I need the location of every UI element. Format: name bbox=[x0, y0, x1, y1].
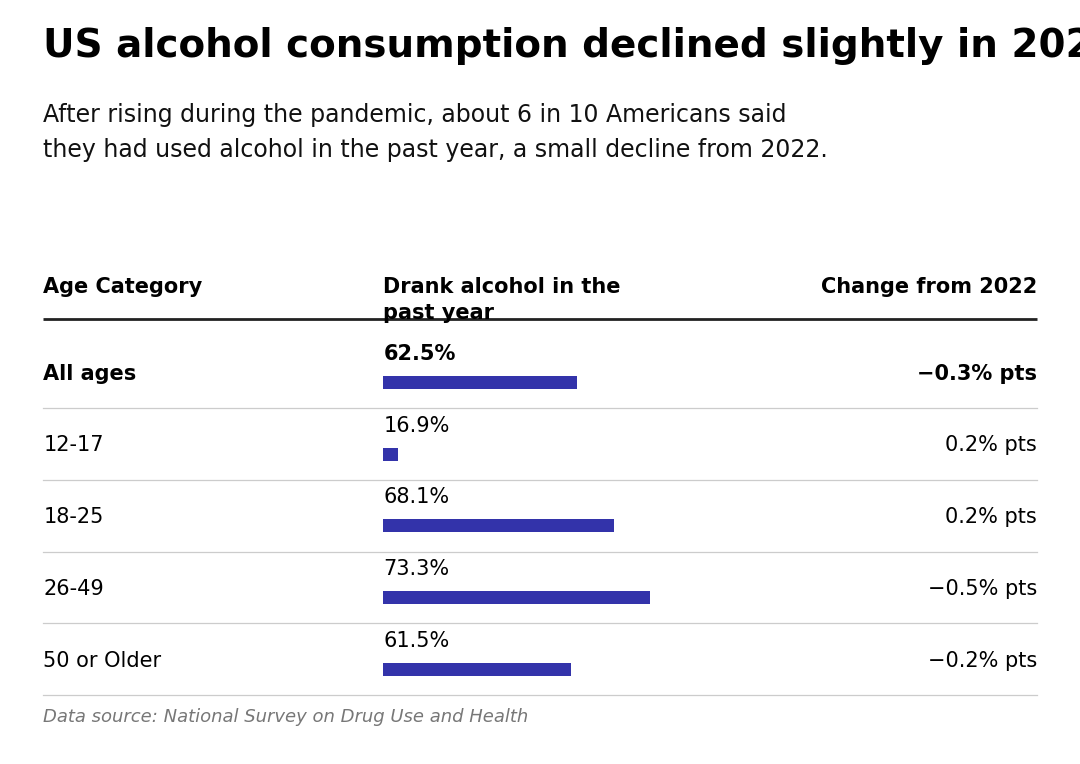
Text: 0.2% pts: 0.2% pts bbox=[945, 507, 1037, 527]
Text: 50 or Older: 50 or Older bbox=[43, 651, 161, 671]
Text: 16.9%: 16.9% bbox=[383, 416, 449, 435]
Text: US alcohol consumption declined slightly in 2023: US alcohol consumption declined slightly… bbox=[43, 27, 1080, 65]
Text: −0.2% pts: −0.2% pts bbox=[928, 651, 1037, 671]
Text: 68.1%: 68.1% bbox=[383, 487, 449, 507]
Text: 61.5%: 61.5% bbox=[383, 631, 449, 651]
Bar bbox=[383, 663, 571, 676]
Text: 12-17: 12-17 bbox=[43, 435, 104, 455]
Text: 62.5%: 62.5% bbox=[383, 344, 456, 364]
Text: Drank alcohol in the
past year: Drank alcohol in the past year bbox=[383, 277, 621, 323]
Bar bbox=[383, 520, 613, 533]
Bar bbox=[383, 591, 650, 604]
Text: −0.5% pts: −0.5% pts bbox=[928, 579, 1037, 599]
Text: 26-49: 26-49 bbox=[43, 579, 104, 599]
Text: After rising during the pandemic, about 6 in 10 Americans said
they had used alc: After rising during the pandemic, about … bbox=[43, 103, 828, 162]
Text: 18-25: 18-25 bbox=[43, 507, 104, 527]
Text: All ages: All ages bbox=[43, 364, 136, 384]
Text: 0.2% pts: 0.2% pts bbox=[945, 435, 1037, 455]
Text: Age Category: Age Category bbox=[43, 277, 202, 296]
Text: −0.3% pts: −0.3% pts bbox=[917, 364, 1037, 384]
Text: Change from 2022: Change from 2022 bbox=[821, 277, 1037, 296]
Text: 73.3%: 73.3% bbox=[383, 559, 449, 579]
Bar bbox=[383, 376, 578, 389]
Bar bbox=[383, 448, 397, 461]
Text: Data source: National Survey on Drug Use and Health: Data source: National Survey on Drug Use… bbox=[43, 707, 528, 726]
